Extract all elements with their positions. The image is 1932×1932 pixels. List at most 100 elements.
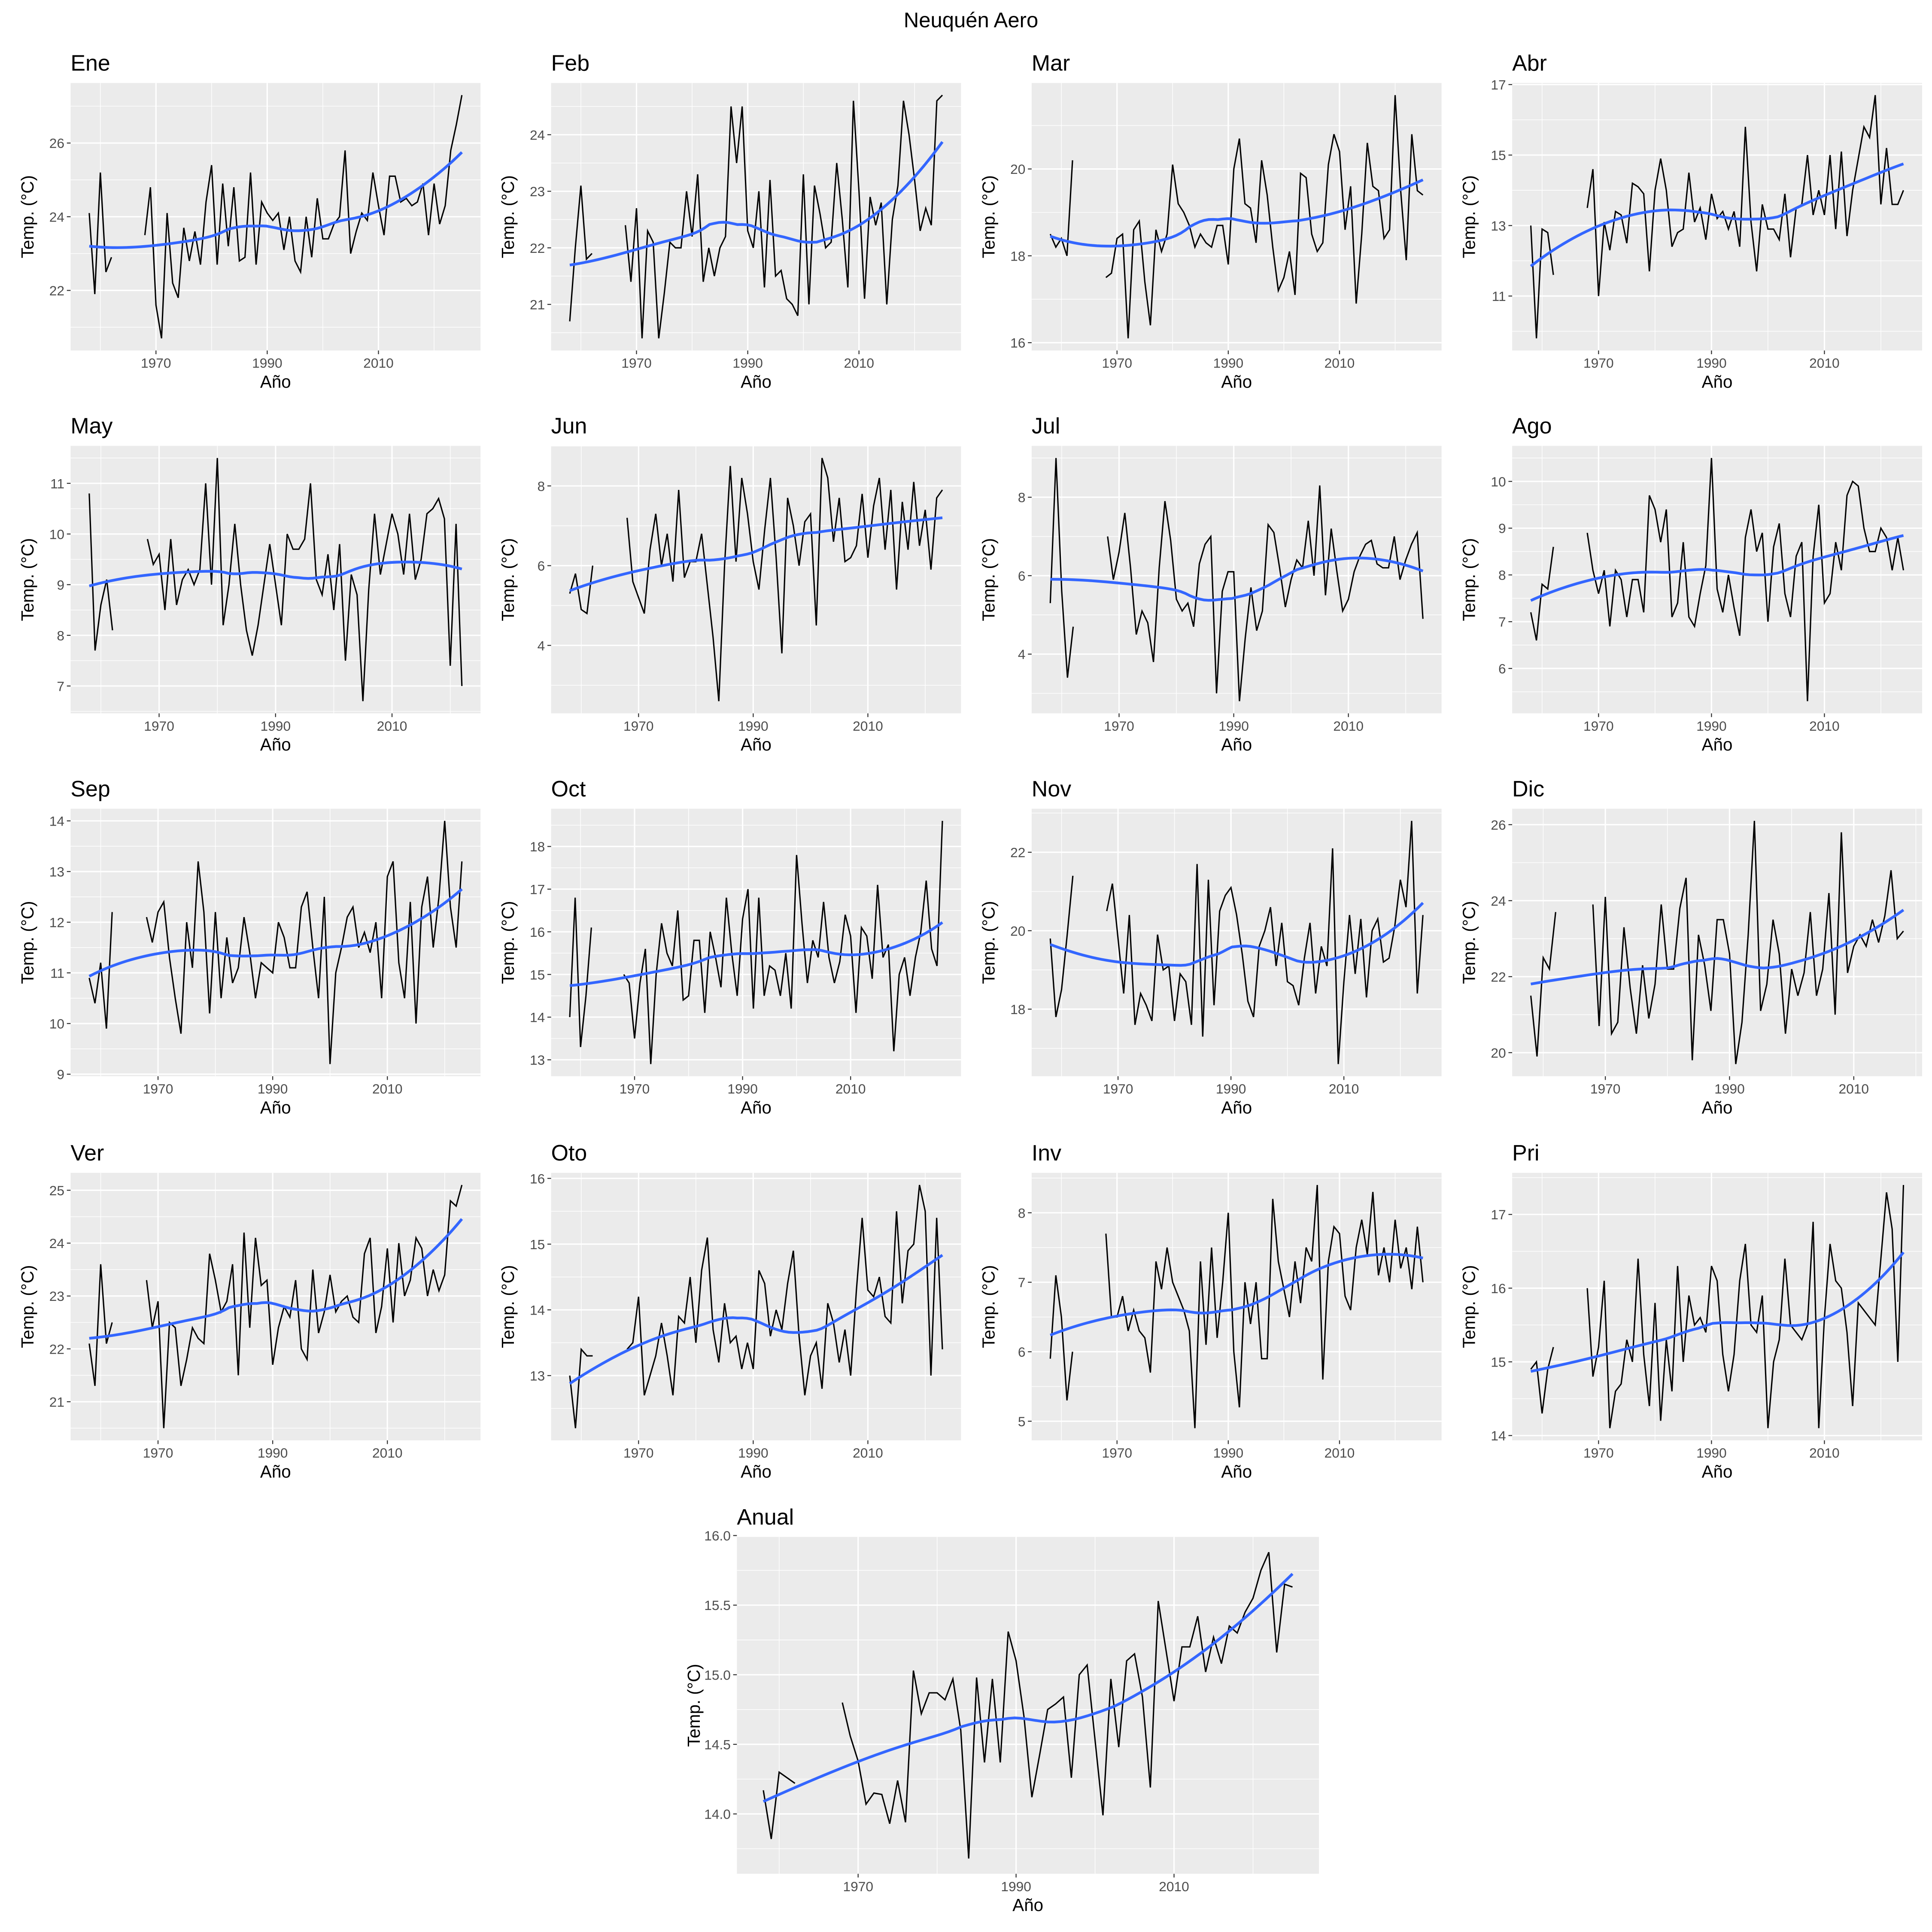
x-axis-title: Año bbox=[1702, 372, 1733, 392]
x-tick-label: 2010 bbox=[372, 1081, 403, 1097]
x-axis-title: Año bbox=[1221, 735, 1252, 754]
panel-pri: 14 15 16 17 1970 1990 2010 Pri Año Temp. (°C) bbox=[1459, 1141, 1922, 1481]
y-tick-label: 10 bbox=[1491, 474, 1506, 489]
y-tick-label: 25 bbox=[49, 1183, 64, 1198]
x-tick-label: 2010 bbox=[1809, 355, 1840, 371]
panel-title: Ene bbox=[70, 51, 110, 76]
y-tick-label: 15 bbox=[1491, 148, 1506, 163]
smooth-trend-line bbox=[1530, 534, 1904, 602]
smooth-trend-line bbox=[1050, 1253, 1423, 1337]
smooth-trend-line bbox=[1530, 1251, 1905, 1373]
y-tick-label: 22 bbox=[49, 283, 64, 298]
series-line bbox=[626, 458, 943, 702]
y-tick-label: 23 bbox=[530, 184, 545, 199]
y-tick-label: 8 bbox=[538, 478, 545, 494]
y-tick-label: 6 bbox=[1498, 661, 1506, 677]
panel-may: 7 8 9 10 11 1970 1990 2010 May Año Temp. (°C) bbox=[18, 414, 481, 754]
series-line bbox=[841, 1552, 1293, 1859]
x-tick-label: 2010 bbox=[1839, 1081, 1869, 1097]
y-tick-label: 15 bbox=[1491, 1355, 1506, 1370]
y-tick-label: 14 bbox=[49, 814, 64, 829]
y-tick-label: 17 bbox=[1491, 1207, 1506, 1222]
x-tick-label: 2010 bbox=[1333, 718, 1364, 734]
x-axis-title: Año bbox=[1702, 1461, 1733, 1481]
y-tick-label: 8 bbox=[57, 628, 64, 643]
panel-background bbox=[1031, 83, 1442, 351]
y-tick-label: 8 bbox=[1018, 490, 1026, 505]
x-axis-title: Año bbox=[1221, 1461, 1252, 1481]
x-tick-label: 1970 bbox=[623, 1445, 654, 1461]
smooth-trend-line bbox=[569, 1254, 943, 1385]
x-tick-label: 1970 bbox=[1583, 355, 1614, 371]
panel-title: Jul bbox=[1032, 414, 1060, 439]
x-axis-title: Año bbox=[1702, 1097, 1733, 1117]
y-axis-title: Temp. (°C) bbox=[498, 1265, 518, 1348]
series-line bbox=[1105, 1185, 1424, 1428]
y-tick-label: 11 bbox=[50, 966, 64, 981]
panel-title: Feb bbox=[551, 51, 589, 76]
y-tick-label: 4 bbox=[1018, 647, 1026, 662]
panel-background bbox=[1031, 446, 1442, 714]
y-tick-label: 14 bbox=[530, 1010, 545, 1025]
y-tick-label: 6 bbox=[1018, 1344, 1026, 1360]
panel-jul: 4 6 8 1970 1990 2010 Jul Año Temp. (°C) bbox=[978, 414, 1442, 754]
panel-anual: 14.0 14.5 15.0 15.5 16.0 1970 1990 2010 Anual Año… bbox=[684, 1505, 1319, 1915]
x-tick-label: 1970 bbox=[843, 1879, 873, 1894]
panel-ver: 21 22 23 24 25 1970 1990 2010 Ver Año Temp. (°C) bbox=[18, 1141, 481, 1481]
x-tick-label: 1970 bbox=[1102, 355, 1132, 371]
panel-background bbox=[551, 446, 961, 714]
y-tick-label: 14.0 bbox=[704, 1807, 731, 1822]
series-line bbox=[1530, 547, 1554, 641]
panel-inv: 5 6 7 8 1970 1990 2010 Inv Año Temp. (°C) bbox=[978, 1141, 1442, 1481]
y-tick-label: 10 bbox=[49, 526, 64, 542]
x-tick-label: 2010 bbox=[1809, 1445, 1840, 1461]
series-line bbox=[1106, 820, 1424, 1064]
series-line bbox=[626, 1185, 943, 1396]
panel-ago: 6 7 8 9 10 1970 1990 2010 Ago Año Temp. (°C) bbox=[1459, 414, 1922, 754]
x-axis-title: Año bbox=[741, 735, 772, 754]
smooth-trend-line bbox=[1530, 162, 1904, 267]
y-tick-label: 13 bbox=[530, 1052, 545, 1068]
series-line bbox=[144, 95, 463, 339]
y-axis-title: Temp. (°C) bbox=[978, 175, 998, 258]
panel-background bbox=[1512, 808, 1922, 1076]
y-tick-label: 18 bbox=[1010, 248, 1025, 264]
panel-title: Ago bbox=[1512, 414, 1552, 439]
smooth-trend-line bbox=[1050, 178, 1424, 248]
x-tick-label: 1990 bbox=[252, 355, 283, 371]
panel-title: May bbox=[70, 414, 112, 439]
y-axis-title: Temp. (°C) bbox=[498, 538, 518, 621]
x-axis-title: Año bbox=[1221, 1097, 1252, 1117]
panel-title: Ver bbox=[70, 1141, 104, 1166]
x-tick-label: 1990 bbox=[1696, 355, 1727, 371]
y-axis-title: Temp. (°C) bbox=[978, 538, 998, 621]
series-line bbox=[88, 172, 112, 295]
series-line bbox=[1586, 1185, 1905, 1428]
y-tick-label: 9 bbox=[57, 577, 64, 592]
y-tick-label: 15.5 bbox=[704, 1598, 731, 1613]
x-axis-title: Año bbox=[260, 1461, 291, 1481]
x-tick-label: 1970 bbox=[143, 1081, 173, 1097]
x-tick-label: 1970 bbox=[1590, 1081, 1621, 1097]
y-tick-label: 22 bbox=[530, 240, 545, 256]
x-tick-label: 1970 bbox=[1102, 1445, 1132, 1461]
y-axis-title: Temp. (°C) bbox=[498, 901, 518, 984]
series-line bbox=[146, 1185, 463, 1428]
series-line bbox=[569, 565, 594, 615]
panel-feb: 21 22 23 24 1970 1990 2010 Feb Año Temp. (°C) bbox=[498, 51, 961, 392]
smooth-trend-line bbox=[89, 1218, 463, 1340]
y-tick-label: 24 bbox=[49, 1236, 64, 1251]
x-tick-label: 1970 bbox=[1104, 718, 1134, 734]
x-tick-label: 1990 bbox=[738, 1445, 769, 1461]
x-tick-label: 1970 bbox=[623, 718, 654, 734]
y-tick-label: 9 bbox=[57, 1067, 64, 1082]
x-tick-label: 1990 bbox=[1213, 1445, 1244, 1461]
y-tick-label: 20 bbox=[1010, 923, 1025, 939]
y-tick-label: 7 bbox=[1498, 614, 1506, 630]
panel-title: Dic bbox=[1512, 777, 1544, 802]
y-tick-label: 6 bbox=[538, 558, 545, 574]
y-tick-label: 12 bbox=[49, 915, 64, 930]
x-axis-title: Año bbox=[741, 1461, 772, 1481]
y-axis-title: Temp. (°C) bbox=[18, 175, 37, 258]
